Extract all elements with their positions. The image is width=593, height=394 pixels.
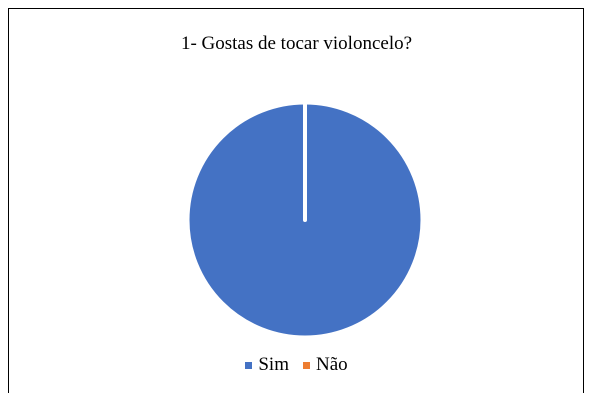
legend-item-sim: Sim xyxy=(245,354,289,376)
chart-title: 1- Gostas de tocar violoncelo? xyxy=(180,33,413,54)
legend-label-nao: Não xyxy=(315,354,348,375)
legend-item-nao: Não xyxy=(302,354,348,376)
legend-swatch-nao xyxy=(302,361,310,369)
legend-label-sim: Sim xyxy=(258,354,289,375)
chart-frame xyxy=(8,8,584,393)
legend-swatch-sim xyxy=(245,361,253,369)
chart-legend: Sim Não xyxy=(0,354,593,376)
